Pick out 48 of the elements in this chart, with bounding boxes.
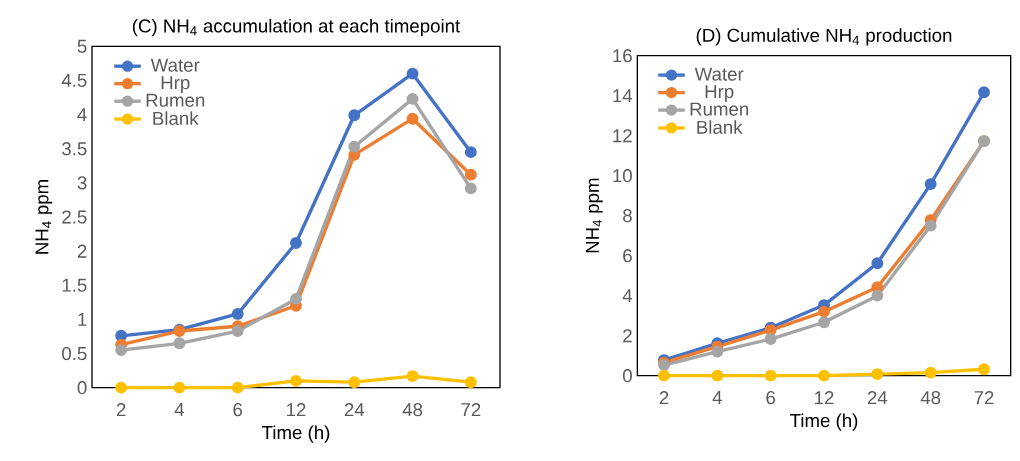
y-tick-label: 6 [623,249,632,263]
y-tick-label: 2.5 [62,210,87,224]
x-tick-label: 12 [287,403,306,417]
legend-label: Blank [153,111,199,125]
y-tick-label: 16 [613,49,632,63]
y-tick-label: 8 [623,209,632,223]
legend-label: Hrp [161,76,190,93]
x-axis-title: Time (h) [262,425,330,443]
x-tick-label: 24 [344,403,365,417]
y-tick-label: 12 [613,129,632,143]
legend-label: Blank [697,120,743,134]
x-axis-title: Time (h) [790,413,858,431]
legend-label: Water [150,58,200,72]
x-tick-label: 12 [815,391,834,405]
x-tick-label: 6 [233,403,243,417]
y-tick-label: 3 [77,176,87,190]
legend-label: Rumen [690,102,749,116]
x-tick-label: 72 [461,403,481,417]
x-tick-label: 4 [174,403,185,416]
y-tick-label: 2 [623,329,632,343]
x-tick-label: 24 [867,391,888,405]
y-tick-label: 5 [77,39,87,53]
y-tick-label: 14 [613,89,633,103]
y-tick-label: 0.5 [62,346,87,361]
y-tick-label: 3.5 [62,142,87,156]
y-axis-title: NH$_{4}$ ppm [586,178,603,253]
y-tick-label: 0 [622,369,632,383]
x-tick-label: 2 [116,403,126,417]
y-tick-label: 4 [77,108,87,122]
x-tick-label: 72 [974,391,994,405]
y-tick-label: 1 [78,312,87,326]
legend-label: Water [694,67,744,81]
chart-title: (C) NH$_{4}$ accumulation at each timepoint [132,18,461,37]
y-tick-label: 0 [77,381,87,395]
chart-title: (D) Cumulative NH$_{4}$ production [696,28,952,46]
legend-label: Hrp [705,85,734,102]
y-tick-label: 2 [77,244,87,258]
y-tick-label: 1.5 [62,278,87,292]
y-tick-label: 4 [622,289,633,303]
y-tick-label: 4.5 [61,73,87,87]
x-tick-label: 48 [402,403,423,417]
x-tick-label: 6 [766,391,776,405]
x-tick-label: 2 [659,391,669,405]
x-tick-label: 48 [920,391,941,405]
y-tick-label: 10 [613,169,632,183]
y-axis-title: NH$_{4}$ ppm [35,180,53,254]
legend-label: Rumen [146,93,205,107]
x-tick-label: 4 [712,391,722,404]
